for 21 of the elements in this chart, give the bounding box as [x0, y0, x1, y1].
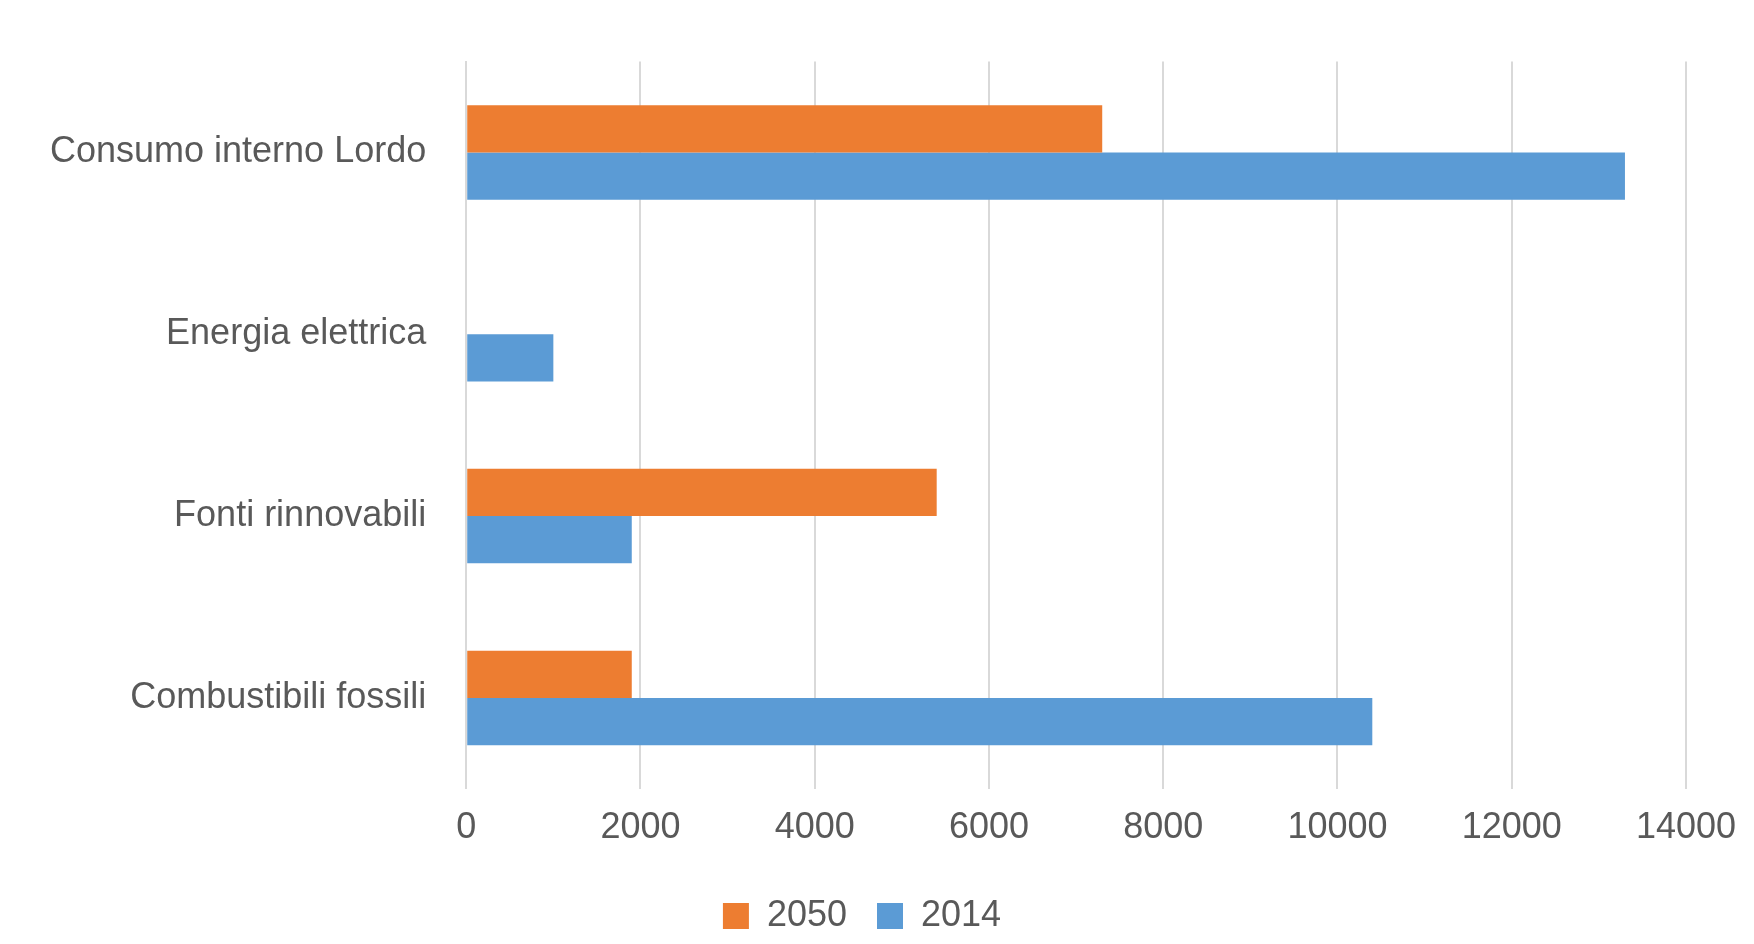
x-tick-label: 12000	[1461, 805, 1562, 847]
y-tick-label: Combustibili fossili	[130, 674, 427, 716]
bar	[467, 152, 1625, 200]
bar	[467, 334, 554, 382]
y-tick-label: Fonti rinnovabili	[174, 493, 427, 535]
bar	[467, 697, 1373, 746]
x-tick-label: 6000	[948, 805, 1030, 847]
y-tick-label: Energia elettrica	[166, 311, 428, 353]
bar	[467, 105, 1103, 153]
y-tick-label: Consumo interno Lordo	[49, 129, 427, 171]
x-tick-label: 4000	[774, 805, 855, 847]
legend-label: 2050	[766, 892, 848, 934]
bar	[467, 468, 937, 517]
x-tick-label: 0	[456, 805, 477, 847]
bar	[467, 650, 632, 698]
bar	[467, 516, 632, 564]
x-tick-label: 10000	[1287, 805, 1388, 847]
x-tick-label: 2000	[600, 805, 681, 847]
x-tick-label: 14000	[1635, 805, 1736, 847]
x-tick-label: 8000	[1123, 805, 1204, 847]
legend-label: 2014	[921, 892, 1002, 934]
